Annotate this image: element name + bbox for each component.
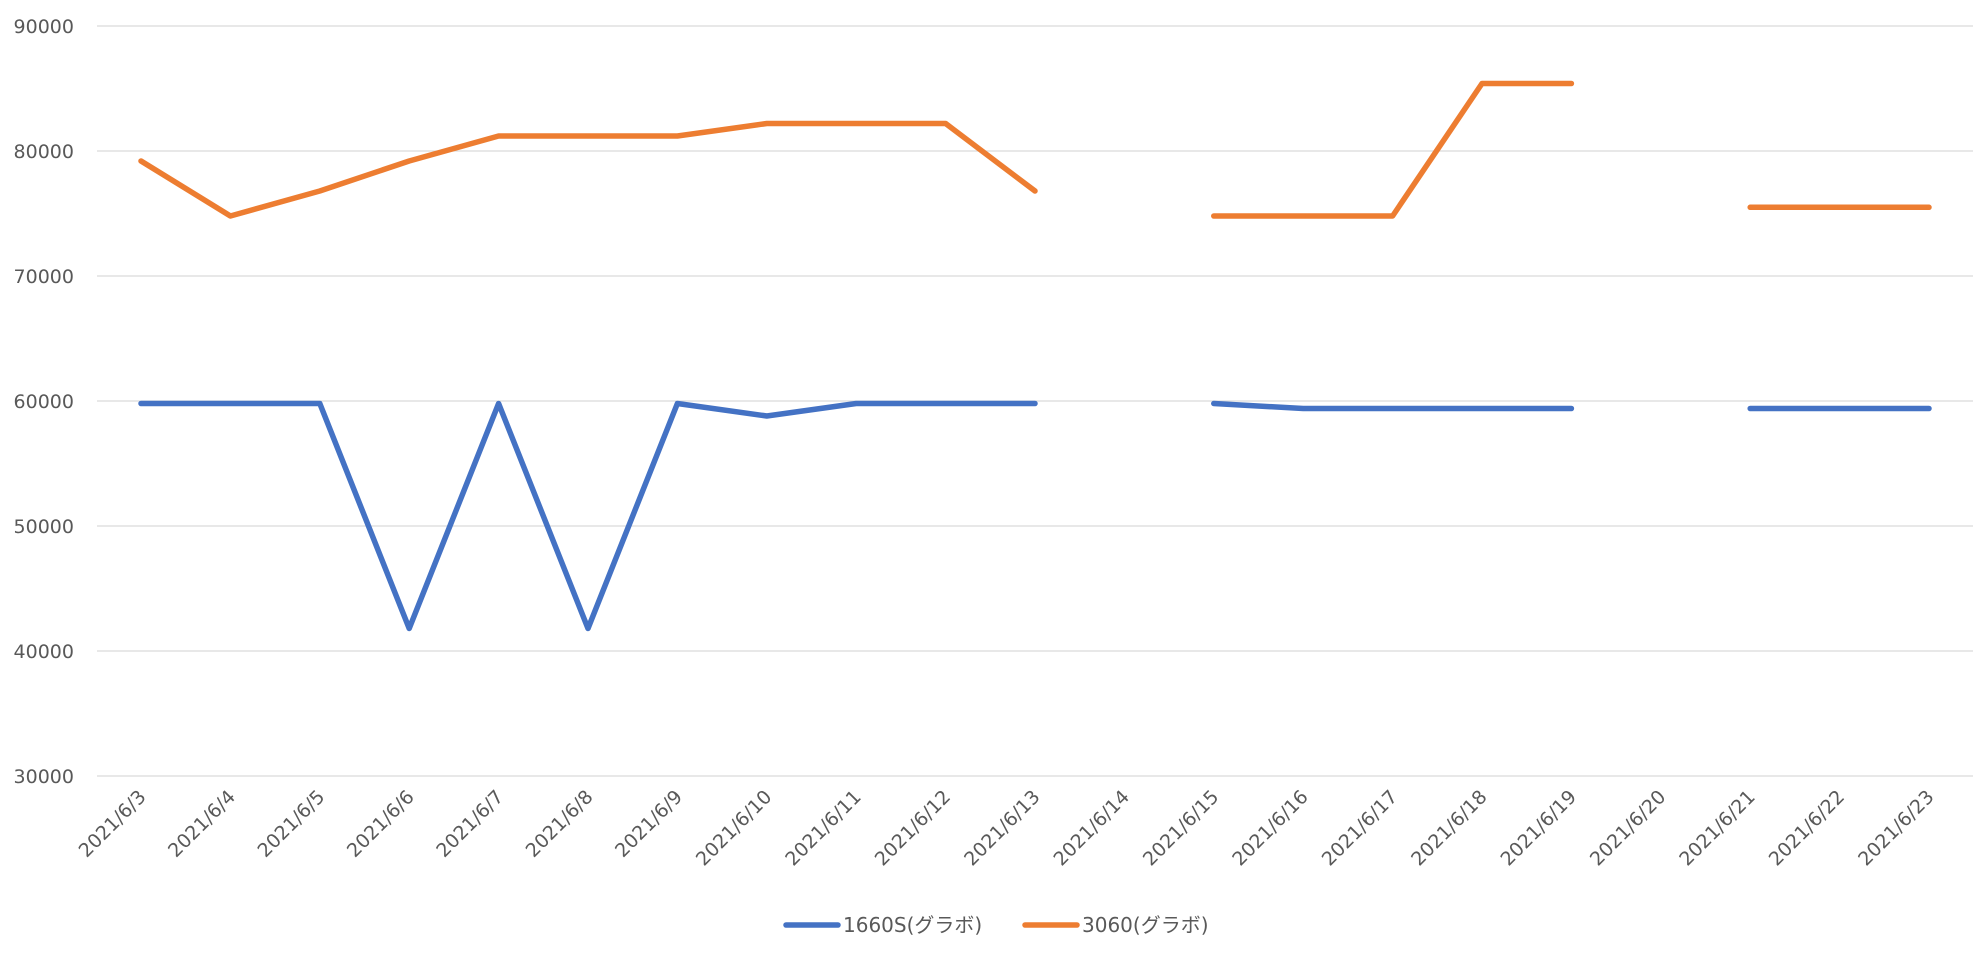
data-point-s1: [1032, 401, 1038, 406]
y-tick-label: 60000: [14, 391, 74, 413]
x-tick-label: 2021/6/10: [692, 786, 776, 870]
series-line-1: [138, 400, 1038, 632]
data-point-s1: [764, 413, 770, 419]
x-tick-label: 2021/6/12: [871, 786, 955, 870]
y-tick-label: 50000: [14, 516, 74, 538]
legend-label: 1660S(グラボ): [843, 913, 982, 937]
y-tick-label: 70000: [14, 266, 74, 288]
x-tick-label: 2021/6/3: [75, 786, 151, 862]
data-point-s2: [1568, 81, 1574, 86]
legend: 1660S(グラボ) 3060(グラボ): [783, 913, 1209, 937]
data-point-s2: [764, 121, 770, 126]
x-tick-label: 2021/6/5: [253, 786, 329, 862]
data-point-s1: [1926, 406, 1932, 411]
data-point-s1: [317, 401, 323, 406]
x-tick-label: 2021/6/4: [164, 786, 240, 862]
x-tick-label: 2021/6/23: [1854, 786, 1938, 870]
legend-label: 3060(グラボ): [1082, 913, 1209, 937]
y-tick-label: 40000: [14, 641, 74, 663]
x-tick-label: 2021/6/22: [1765, 786, 1849, 870]
x-tick-label: 2021/6/16: [1228, 786, 1312, 870]
y-axis-ticks: 30000 40000 50000 60000 70000 80000 90000: [14, 16, 74, 788]
data-point-s1: [674, 401, 680, 406]
data-point-s2: [1747, 204, 1753, 210]
data-point-s2: [406, 158, 412, 164]
x-tick-label: 2021/6/7: [432, 786, 508, 862]
data-point-s1: [1747, 406, 1753, 411]
data-point-s1: [1837, 406, 1843, 411]
data-point-s2: [674, 133, 680, 139]
series-line-2: [1211, 80, 1575, 219]
data-point-s2: [1032, 188, 1038, 194]
gridlines: [97, 25, 1973, 777]
data-point-s1: [406, 626, 412, 631]
data-point-s2: [138, 158, 144, 164]
data-point-s1: [1568, 406, 1574, 411]
x-tick-label: 2021/6/15: [1139, 786, 1223, 870]
x-tick-label: 2021/6/21: [1675, 786, 1759, 870]
y-tick-label: 30000: [14, 766, 74, 788]
data-point-s2: [1390, 213, 1396, 219]
data-point-s2: [1926, 204, 1932, 210]
x-tick-label: 2021/6/8: [522, 786, 598, 862]
x-tick-label: 2021/6/20: [1586, 786, 1670, 870]
x-tick-label: 2021/6/6: [343, 786, 419, 862]
data-point-s1: [943, 401, 949, 406]
x-tick-label: 2021/6/11: [781, 786, 865, 870]
x-tick-label: 2021/6/14: [1049, 786, 1133, 870]
series-lines: [138, 80, 1932, 632]
data-point-s2: [943, 121, 949, 126]
y-tick-label: 90000: [14, 16, 74, 38]
data-point-s2: [1479, 81, 1485, 86]
data-point-s1: [1390, 406, 1396, 411]
y-tick-label: 80000: [14, 141, 74, 163]
x-axis-ticks: 2021/6/3 2021/6/4 2021/6/5 2021/6/6 2021/6/7…: [75, 786, 1939, 870]
data-point-s1: [496, 401, 502, 406]
data-point-s1: [1479, 406, 1485, 411]
data-point-s2: [1211, 213, 1217, 219]
data-point-s1: [1300, 406, 1306, 411]
data-point-s1: [585, 626, 591, 631]
x-tick-label: 2021/6/18: [1407, 786, 1491, 870]
data-point-s1: [853, 401, 859, 406]
data-point-s1: [138, 401, 144, 406]
data-point-s2: [227, 213, 233, 219]
data-point-s2: [496, 133, 502, 139]
data-point-s2: [585, 133, 591, 139]
data-point-s2: [1837, 204, 1843, 210]
data-point-s2: [317, 188, 323, 194]
data-point-s1: [1211, 401, 1217, 406]
x-tick-label: 2021/6/17: [1318, 786, 1402, 870]
data-point-s2: [1300, 213, 1306, 219]
x-tick-label: 2021/6/13: [960, 786, 1044, 870]
data-point-s2: [853, 121, 859, 126]
data-point-s1: [227, 401, 233, 406]
x-tick-label: 2021/6/9: [611, 786, 687, 862]
x-tick-label: 2021/6/19: [1496, 786, 1580, 870]
